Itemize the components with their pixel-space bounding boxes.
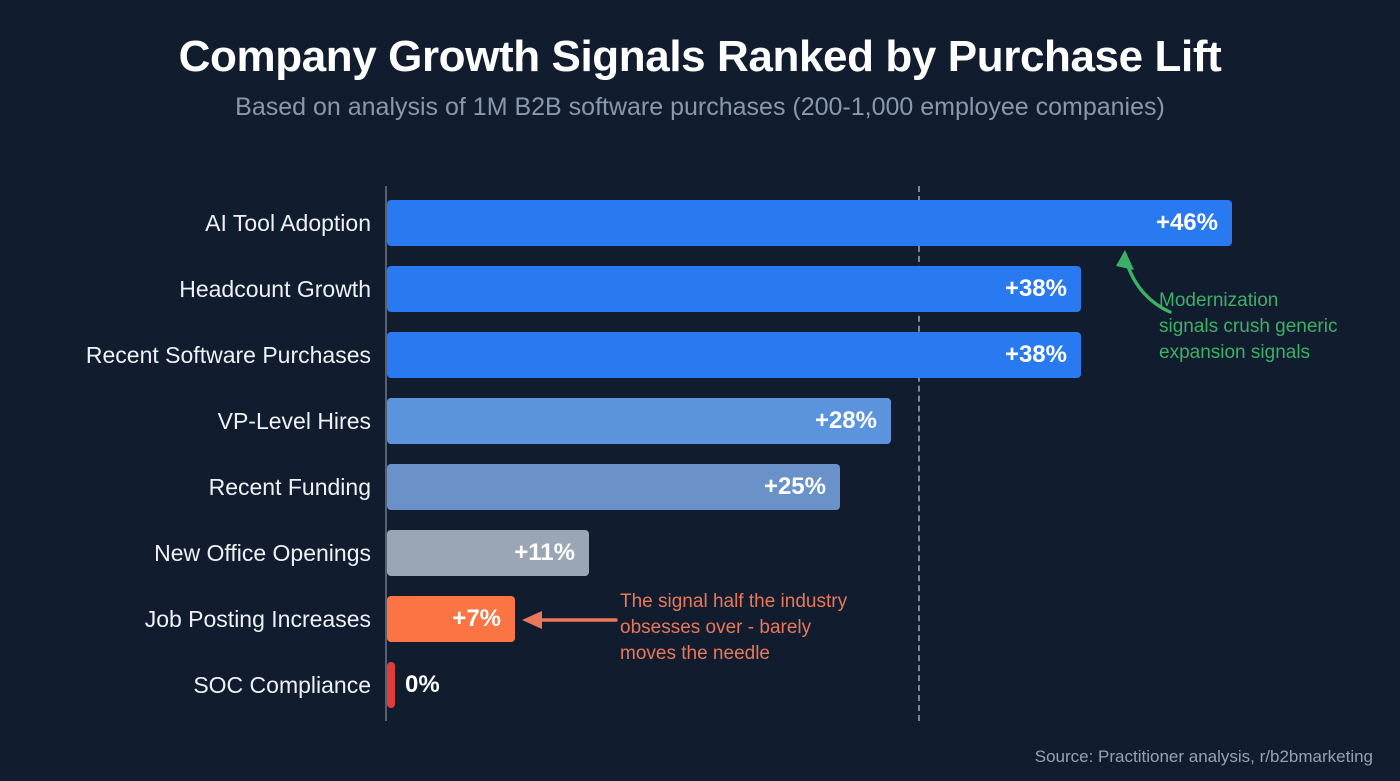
bar-value-label: +7% (452, 605, 501, 632)
bar-row: Recent Funding +25% (0, 464, 1400, 510)
bar-category-label: SOC Compliance (193, 672, 371, 698)
bar-fill[interactable] (387, 530, 589, 576)
bar-row: SOC Compliance 0% (0, 662, 1400, 708)
bar-value-label: +11% (514, 539, 575, 566)
bar-fill[interactable] (387, 464, 840, 510)
bar-track: +7% (387, 596, 515, 642)
bar-row: AI Tool Adoption +46% (0, 200, 1400, 246)
bar-value-label: +38% (1004, 341, 1067, 368)
bar-track: +38% (387, 266, 1081, 312)
bar-track: 0% (387, 662, 440, 708)
source-note: Source: Practitioner analysis, r/b2bmark… (1034, 747, 1373, 766)
bar-row: New Office Openings +11% (0, 530, 1400, 576)
bar-category-label: AI Tool Adoption (205, 210, 371, 236)
bar-track: +38% (387, 332, 1081, 378)
bar-value-label: +46% (1155, 209, 1218, 236)
bar-category-label: Job Posting Increases (144, 606, 371, 632)
bar-category-label: Headcount Growth (179, 276, 371, 302)
annotation-modernization: Modernization signals crush generic expa… (1159, 290, 1338, 363)
bar-row: Recent Software Purchases +38% (0, 332, 1400, 378)
bar-value-label: +25% (763, 473, 826, 500)
annotation-job-postings: The signal half the industry obsesses ov… (620, 591, 848, 664)
bar-category-label: VP-Level Hires (217, 408, 371, 434)
bar-fill[interactable] (387, 596, 515, 642)
bar-fill[interactable] (387, 200, 1232, 246)
bar-fill[interactable] (387, 662, 395, 708)
reference-line (918, 186, 920, 721)
bar-value-label: 0% (405, 671, 440, 698)
bar-value-label: +28% (814, 407, 877, 434)
chart-subtitle: Based on analysis of 1M B2B software pur… (235, 93, 1165, 122)
bar-row: VP-Level Hires +28% (0, 398, 1400, 444)
bar-fill[interactable] (387, 332, 1081, 378)
bar-track: +25% (387, 464, 840, 510)
bar-fill[interactable] (387, 398, 891, 444)
bar-row: Job Posting Increases +7% (0, 596, 1400, 642)
y-axis-line (385, 186, 387, 721)
chart-header: Company Growth Signals Ranked by Purchas… (0, 0, 1400, 122)
bar-category-label: New Office Openings (154, 540, 371, 566)
bar-category-label: Recent Funding (208, 474, 371, 500)
chart-title: Company Growth Signals Ranked by Purchas… (178, 32, 1222, 81)
bar-track: +46% (387, 200, 1232, 246)
bar-track: +28% (387, 398, 891, 444)
bar-category-label: Recent Software Purchases (85, 342, 371, 368)
bar-value-label: +38% (1004, 275, 1067, 302)
bar-track: +11% (387, 530, 589, 576)
bar-fill[interactable] (387, 266, 1081, 312)
bar-row: Headcount Growth +38% (0, 266, 1400, 312)
